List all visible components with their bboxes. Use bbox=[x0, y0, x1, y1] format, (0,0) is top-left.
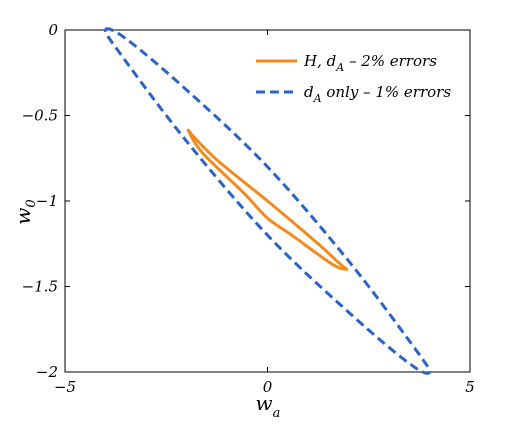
legend-2-pre: d bbox=[304, 83, 314, 101]
ytick-label: −2 bbox=[36, 363, 58, 381]
ytick-label: −0.5 bbox=[22, 107, 58, 125]
legend-2-post: only – 1% errors bbox=[322, 83, 452, 101]
legend-label-series-1: H, dA – 2% errors bbox=[303, 52, 437, 74]
ytick-label: −1.5 bbox=[22, 278, 58, 296]
legend-1-sub: A bbox=[335, 61, 344, 74]
series-2-ellipse bbox=[103, 27, 432, 375]
xtick-label: 5 bbox=[465, 378, 475, 396]
ytick-label: 0 bbox=[48, 21, 58, 39]
xtick-label: −5 bbox=[54, 378, 76, 396]
legend-1-post: – 2% errors bbox=[344, 52, 437, 70]
axis-ticks: −5 0 5 0 −0.5 −1 −1.5 −2 bbox=[22, 21, 475, 396]
ylabel-main: w bbox=[11, 208, 35, 225]
legend: H, dA – 2% errors dA only – 1% errors bbox=[256, 52, 451, 105]
xtick-label: 0 bbox=[263, 378, 273, 396]
legend-1-pre: H, d bbox=[303, 52, 336, 70]
xlabel: wa bbox=[256, 391, 281, 421]
series-1-ellipse bbox=[186, 128, 349, 271]
series-layer bbox=[103, 27, 432, 375]
legend-label-series-2: dA only – 1% errors bbox=[304, 83, 451, 105]
ylabel-sub: 0 bbox=[24, 199, 39, 207]
ylabel: w0 bbox=[11, 199, 39, 224]
xlabel-main: w bbox=[256, 391, 273, 415]
ytick-label: −1 bbox=[36, 192, 58, 210]
legend-2-sub: A bbox=[313, 92, 322, 105]
xlabel-sub: a bbox=[273, 406, 281, 421]
